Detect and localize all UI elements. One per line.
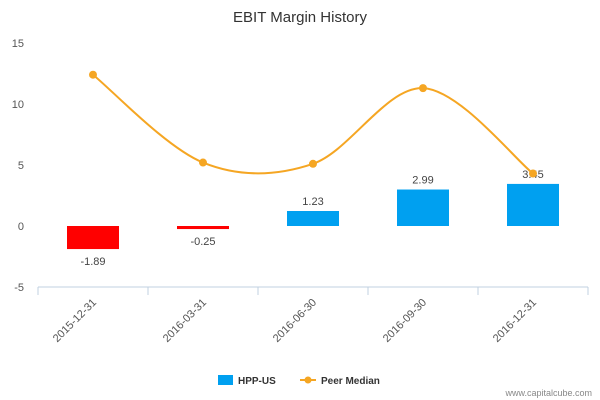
- bar-data-label: 2.99: [412, 175, 433, 187]
- bar-hpp-us[interactable]: [507, 183, 559, 226]
- bar-hpp-us[interactable]: [177, 226, 229, 230]
- x-axis: 2015-12-31 2016-03-31 2016-06-30 2016-09-30…: [37, 286, 589, 345]
- credit-text: www.capitalcube.com: [504, 388, 592, 398]
- legend-label-hpp[interactable]: HPP-US: [238, 376, 276, 387]
- y-tick-label: 15: [12, 38, 24, 50]
- bar-hpp-us[interactable]: [67, 226, 119, 250]
- peer-median-point[interactable]: [419, 84, 427, 93]
- bars-group: [67, 183, 559, 250]
- peer-line-group: [89, 70, 537, 178]
- bar-data-label: -1.89: [80, 256, 105, 268]
- legend-label-peer[interactable]: Peer Median: [321, 376, 380, 387]
- x-tick-label: 2016-09-30: [381, 297, 429, 345]
- y-axis-ticks: 15 10 5 0 -5: [12, 38, 24, 294]
- x-tick-label: 2016-03-31: [161, 297, 209, 345]
- peer-median-point[interactable]: [529, 169, 537, 178]
- peer-median-point[interactable]: [199, 158, 207, 167]
- chart-title: EBIT Margin History: [233, 9, 367, 26]
- peer-median-point[interactable]: [309, 159, 317, 168]
- legend: HPP-US Peer Median: [218, 375, 380, 387]
- x-tick-label: 2015-12-31: [51, 297, 99, 345]
- legend-swatch-hpp[interactable]: [218, 375, 233, 385]
- y-tick-label: 5: [18, 160, 24, 172]
- bar-data-label: -0.25: [190, 236, 215, 248]
- y-tick-label: 10: [12, 99, 24, 111]
- y-tick-label: -5: [14, 282, 24, 294]
- peer-median-point[interactable]: [89, 70, 97, 79]
- bar-hpp-us[interactable]: [287, 210, 339, 226]
- x-tick-label: 2016-12-31: [491, 297, 539, 345]
- legend-swatch-peer-marker: [304, 376, 312, 384]
- bar-data-label: 1.23: [302, 196, 323, 208]
- y-tick-label: 0: [18, 221, 24, 233]
- x-tick-label: 2016-06-30: [271, 297, 319, 345]
- bar-hpp-us[interactable]: [397, 189, 449, 226]
- peer-median-line: [92, 73, 534, 175]
